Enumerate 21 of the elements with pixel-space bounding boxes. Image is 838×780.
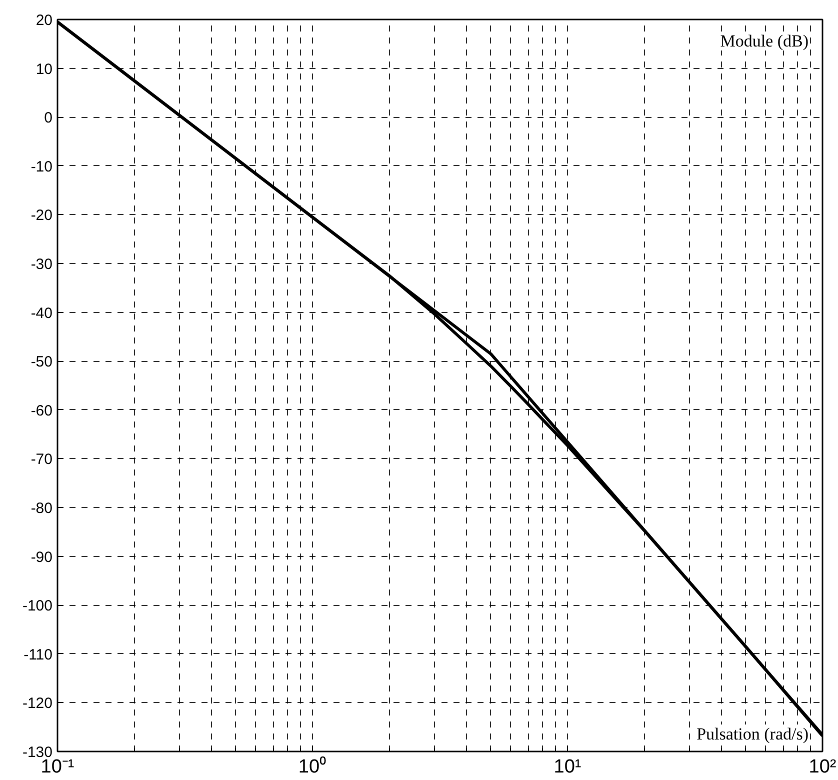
x-tick-label: 10² (808, 756, 836, 778)
y-tick-label: -120 (22, 695, 53, 712)
y-tick-label: 0 (44, 110, 52, 127)
x-tick-label: 10⁰ (298, 756, 327, 778)
y-tick-label: 10 (36, 60, 53, 78)
y-tick-label: -50 (30, 354, 53, 371)
y-tick-label: -100 (22, 598, 53, 615)
x-axis-title: Pulsation (rad/s) (696, 724, 809, 744)
y-tick-label: -10 (30, 158, 53, 176)
y-tick-label: -30 (30, 256, 53, 273)
y-tick-label: -80 (30, 500, 53, 517)
y-axis-title: Module (dB) (720, 32, 808, 50)
y-tick-label: -90 (30, 548, 53, 566)
y-tick-label: -40 (30, 304, 53, 322)
y-tick-label: -60 (30, 402, 53, 420)
x-tick-label: 10⁻¹ (40, 756, 74, 778)
y-tick-label: -70 (30, 451, 53, 468)
x-tick-label: 10¹ (554, 756, 582, 778)
y-tick-label: -20 (30, 207, 53, 224)
y-tick-label: 20 (36, 12, 53, 29)
y-tick-label: -110 (24, 646, 53, 664)
